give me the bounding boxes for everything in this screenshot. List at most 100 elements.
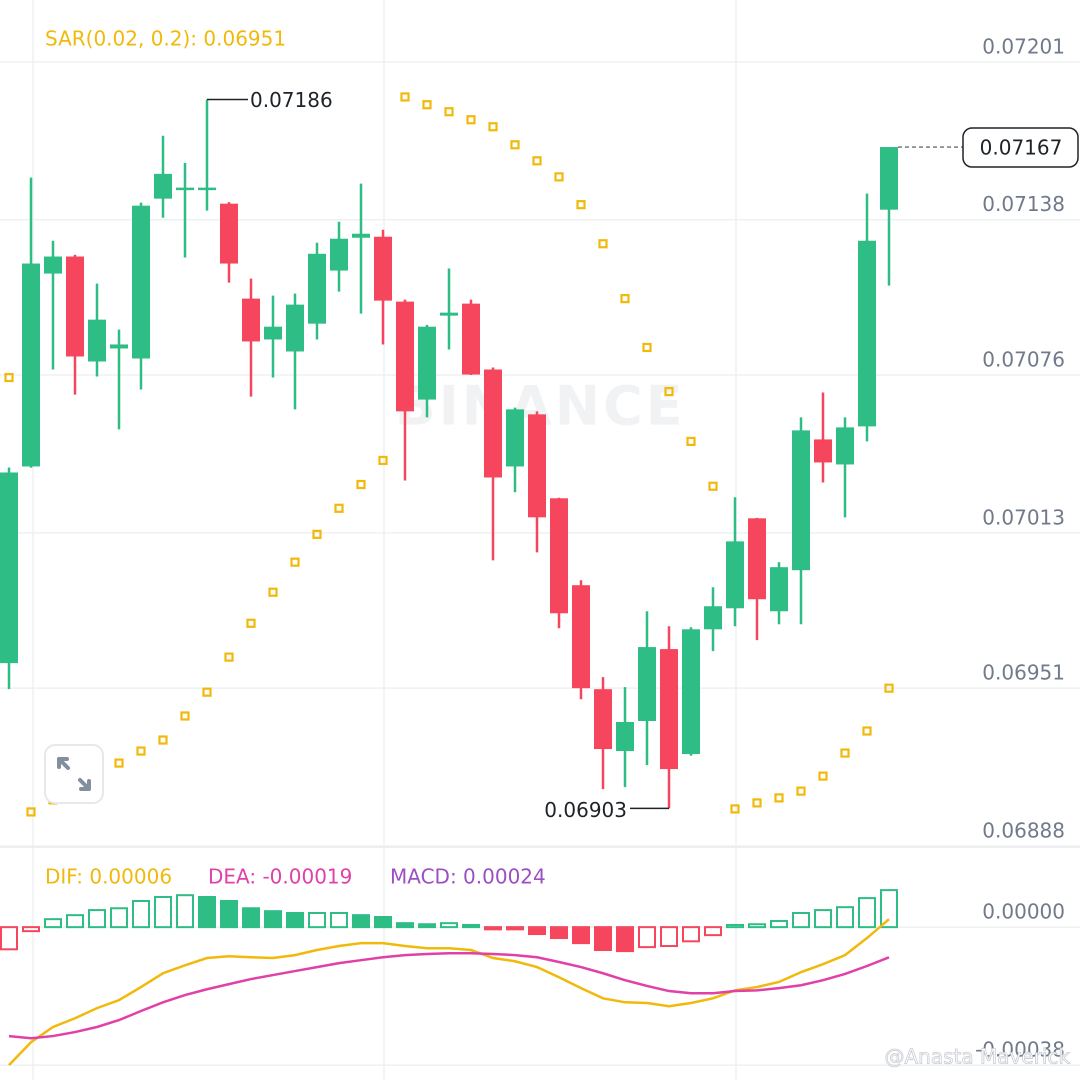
y-tick-label: 0.06888 [982,818,1065,842]
candle-body [748,518,766,600]
sar-dot [818,771,828,781]
macd-bar [242,907,260,929]
macd-bar [132,900,150,929]
macd-bar [308,911,326,929]
candle-body [550,498,568,614]
candle-body [594,689,612,750]
expand-button[interactable] [44,744,104,804]
macd-bar [550,926,568,940]
candle-body [770,567,788,612]
y-tick-label: 0.07201 [982,34,1065,58]
macd-bar [880,889,898,929]
sar-dot [202,687,212,697]
sar-dot [334,503,344,513]
macd-bar [440,922,458,929]
sar-dot [862,726,872,736]
sar-legend: SAR(0.02, 0.2): 0.06951 [45,27,286,51]
sar-dot [554,172,564,182]
y-tick-label: 0.06951 [982,661,1065,685]
macd-bar [770,919,788,929]
macd-line [8,918,890,1066]
macd-bar [572,926,590,945]
candle-body [836,427,854,465]
sar-dot [774,793,784,803]
macd-bar [748,923,766,929]
macd-bar [858,897,876,929]
macd-bar [220,900,238,929]
macd-bar [792,911,810,929]
legend-entry: DEA: -0.00019 [208,865,352,889]
candle-body [198,187,216,191]
sar-dot [136,746,146,756]
last-price-box [962,127,1079,168]
candle-body [528,414,546,518]
sar-dot [224,652,234,662]
macd-bar [462,923,480,929]
candle-body [418,326,436,400]
macd-bar [396,922,414,929]
candle-body [88,319,106,362]
macd-bar [154,896,172,929]
candle-body [154,173,172,199]
sar-dot [510,140,520,150]
macd-bar [330,911,348,929]
sar-dot [620,294,630,304]
sar-dot [290,557,300,567]
macd-bar [88,909,106,929]
sar-dot [312,529,322,539]
candle-body [396,301,414,412]
candle-body [44,256,62,274]
macd-bar [110,907,128,929]
macd-bar [286,911,304,929]
candle-body [462,303,480,375]
macd-line [8,952,890,1040]
y-tick-label: 0.07013 [982,505,1065,529]
sar-dot [466,115,476,125]
macd-bar [22,926,40,933]
candle-body [726,541,744,609]
sar-dot [158,735,168,745]
candle-body [0,472,18,664]
candle-body [792,430,810,571]
sar-dot [730,804,740,814]
macd-bar [506,926,524,931]
macd-bar [814,909,832,929]
sar-dot [598,239,608,249]
sar-dot [664,386,674,397]
sar-dot [532,156,542,166]
macd-bar [638,926,656,949]
candle-body [682,629,700,755]
sar-dot [796,786,806,796]
y-tick-label: 0.07138 [982,192,1065,216]
sar-dot [400,92,410,102]
candle-body [506,409,524,467]
sar-dot [686,436,696,447]
candle-body [308,253,326,324]
high-label: 0.07186 [250,88,333,112]
macd-bar [352,914,370,929]
candle-body [374,236,392,301]
sar-dot [488,122,498,132]
candle-body [880,147,898,210]
legend-entry: MACD: 0.00024 [390,865,546,889]
legend-entry: DIF: 0.00006 [45,865,172,889]
macd-bar [264,910,282,929]
macd-bar [660,926,678,948]
y-tick-label: -0.00038 [975,1038,1065,1062]
last-price-label: 0.07167 [980,136,1063,160]
sar-dot [884,683,894,693]
macd-bar [528,926,546,936]
candle-body [22,263,40,467]
macd-bar [0,926,18,951]
macd-bar [176,894,194,929]
candle-body [858,240,876,427]
sar-dot [752,798,762,808]
macd-bar [836,906,854,929]
sar-dot [378,455,388,466]
sar-dot [576,200,586,210]
candle-body [616,721,634,752]
candle-body [110,344,128,349]
sar-dot [4,372,14,383]
candle-body [132,205,150,359]
